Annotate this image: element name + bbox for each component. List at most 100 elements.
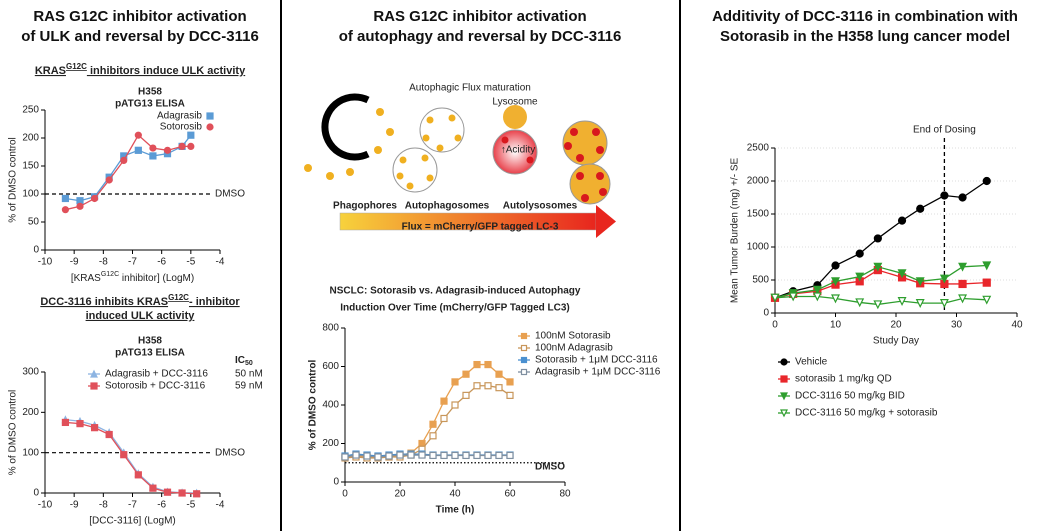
x-axis-label-sup: G12C <box>101 271 119 278</box>
y-tick-label: 0 <box>33 488 39 499</box>
x-axis-label: Study Day <box>873 336 919 347</box>
chart-title: NSCLC: Sotorasib vs. Adagrasib-induced A… <box>330 286 581 297</box>
x-tick-label: 10 <box>830 320 842 331</box>
y-tick-label: 2500 <box>747 143 770 154</box>
legend-label: Vehicle <box>795 357 828 368</box>
marker <box>451 378 459 386</box>
marker <box>520 368 528 376</box>
marker <box>61 418 70 427</box>
marker <box>178 142 186 150</box>
marker <box>940 191 949 200</box>
marker <box>855 298 865 308</box>
marker <box>149 152 157 160</box>
marker <box>506 391 514 399</box>
series-line <box>65 418 197 494</box>
marker <box>939 274 949 284</box>
marker <box>163 146 172 154</box>
marker <box>134 471 142 479</box>
x-tick-label: -10 <box>38 257 53 268</box>
x-tick-label: -5 <box>186 257 195 268</box>
y-tick-label: 150 <box>22 161 39 172</box>
marker <box>440 451 448 460</box>
y-tick-label: 2000 <box>747 176 770 187</box>
panel-title: Sotorasib in the H358 lung cancer model <box>720 28 1010 45</box>
marker <box>440 397 448 405</box>
ic50-value: 50 nM <box>235 369 263 380</box>
y-axis-label: % of DMSO control <box>8 390 19 476</box>
marker <box>958 193 967 202</box>
marker <box>982 278 991 287</box>
legend-label: Sotorosib <box>160 122 203 133</box>
marker <box>90 382 98 390</box>
chart: 0 500 1000 1500 2000 2500 0 10 20 30 40 Study Day Me… <box>730 125 1023 419</box>
x-tick-label: 80 <box>559 489 571 500</box>
marker <box>352 451 360 459</box>
marker <box>440 414 448 423</box>
marker <box>520 356 528 364</box>
heading-text: DCC-3116 inhibits KRAS <box>40 296 168 308</box>
marker <box>385 452 393 460</box>
x-tick-label: -4 <box>216 500 225 511</box>
y-tick-label: 200 <box>22 133 39 144</box>
marker <box>982 176 991 186</box>
chart-subtitle: pATG13 ELISA <box>115 99 185 110</box>
marker <box>396 451 404 459</box>
phagophore <box>321 93 370 161</box>
panel-title: RAS G12C inhibitor activation <box>33 8 246 25</box>
marker <box>897 216 907 225</box>
series-line <box>344 385 511 459</box>
panel-title: Additivity of DCC-3116 in combination wi… <box>712 8 1018 25</box>
marker <box>915 299 925 308</box>
marker <box>451 401 459 409</box>
marker <box>916 204 925 213</box>
x-tick-label: 0 <box>342 489 348 500</box>
marker <box>958 279 967 289</box>
series-line <box>65 134 192 202</box>
marker <box>780 392 788 401</box>
heading: induced ULK activity <box>86 310 196 322</box>
marker <box>812 292 822 302</box>
diagram-label: ↑Acidity <box>501 145 535 156</box>
stage-label: Autophagosomes <box>405 201 490 212</box>
diagram-label: Lysosome <box>492 97 538 108</box>
marker <box>780 358 788 366</box>
marker <box>193 490 201 498</box>
heading-sup: G12C <box>66 62 87 71</box>
legend-label: 100nM Sotorasib <box>535 331 611 342</box>
marker <box>363 452 371 460</box>
marker <box>473 451 481 460</box>
x-tick-label: 20 <box>890 320 902 331</box>
marker <box>90 194 99 203</box>
marker <box>831 261 840 270</box>
y-axis-label: Mean Tumor Burden (mg) +/- SE <box>730 158 741 304</box>
autophagy-diagram: Autophagic Flux maturation Lysosome ↑Aci… <box>304 83 616 238</box>
marker <box>462 391 470 399</box>
y-tick-label: 1000 <box>747 242 770 253</box>
y-tick-label: 300 <box>22 367 39 378</box>
x-tick-label: 30 <box>951 320 963 331</box>
legend-label: Adagrasib <box>157 111 202 122</box>
marker <box>780 409 788 418</box>
marker <box>462 451 470 460</box>
marker <box>831 277 840 287</box>
x-tick-label: -8 <box>99 257 108 268</box>
y-tick-label: 0 <box>763 308 769 319</box>
y-tick-label: 100 <box>22 447 39 458</box>
legend-header-sub: 50 <box>245 360 253 367</box>
marker <box>163 488 172 496</box>
heading-text: inhibitors induce ULK activity <box>87 65 246 77</box>
marker <box>451 451 459 460</box>
marker <box>855 249 864 258</box>
x-tick-label: -8 <box>99 500 108 511</box>
x-tick-label: -6 <box>157 500 166 511</box>
marker <box>520 344 528 352</box>
marker <box>495 370 503 378</box>
chart-title: H358 <box>138 336 162 347</box>
marker <box>506 451 514 460</box>
marker <box>61 194 70 203</box>
marker <box>958 262 968 272</box>
